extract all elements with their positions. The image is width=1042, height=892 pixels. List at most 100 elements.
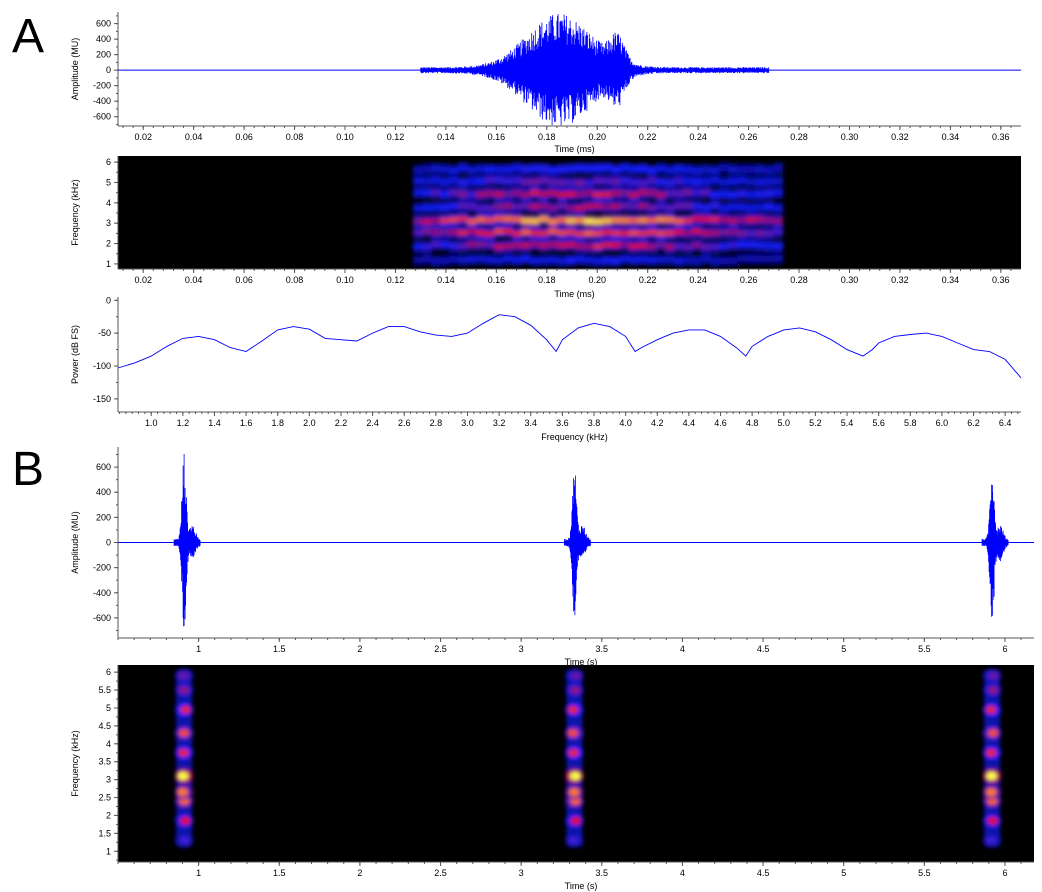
b-spectrogram-call-1 [175, 668, 194, 848]
b-spectrogram-blob-4 [569, 772, 581, 781]
a-spectrogram-y-tick-label: 4 [106, 198, 111, 208]
a-waveform-x-tick-label: 0.04 [185, 132, 203, 142]
a-spectrogram-band-6 [629, 179, 640, 186]
b-spectrogram-x-tick-label: 1.5 [273, 868, 286, 878]
a-power-spectrum-x-tick-label: 4.2 [651, 418, 664, 428]
b-spectrogram-blob-7 [179, 705, 191, 714]
a-spectrogram-y-tick-label: 6 [106, 157, 111, 167]
a-power-spectrum-x-tick-label: 5.8 [904, 418, 917, 428]
b-spectrogram-blob-0 [567, 836, 579, 845]
a-waveform-x-tick-label: 0.30 [841, 132, 859, 142]
a-power-spectrum-x-tick-label: 3.6 [556, 418, 569, 428]
b-spectrogram-x-tick-label: 3 [519, 868, 524, 878]
a-spectrogram-band-5 [566, 191, 577, 198]
b-spectrogram-blob-9 [570, 671, 582, 680]
b-spectrogram-x-axis-label: Time (s) [565, 881, 598, 891]
a-spectrogram-band-4 [719, 205, 730, 212]
a-spectrogram-band-1 [431, 241, 442, 248]
b-spectrogram-x-tick-label: 1 [196, 868, 201, 878]
a-spectrogram-band-1 [611, 241, 622, 248]
a-spectrogram-band-2 [665, 229, 676, 236]
a-power-spectrum-line [117, 314, 1022, 379]
a-spectrogram-band-5 [512, 190, 523, 197]
a-spectrogram-band-2 [503, 228, 514, 235]
b-waveform: 1 1.5 2 2.5 3 3.5 4 4.5 5 5.5 6 600 400 200 0 -200 -400 -… [70, 447, 1034, 667]
a-waveform-y-tick-label: 200 [96, 50, 111, 60]
a-spectrogram-x-tick-label: 0.36 [992, 275, 1010, 285]
a-spectrogram-band-3 [431, 217, 442, 224]
b-waveform-x-tick-label: 4.5 [757, 644, 770, 654]
a-power-spectrum-x-tick-label: 6.2 [967, 418, 980, 428]
a-spectrogram-band-6 [611, 178, 622, 185]
a-power-spectrum-x-tick-label: 1.6 [240, 418, 253, 428]
a-spectrogram-band-4 [593, 202, 604, 209]
a-spectrogram-band-0 [701, 255, 712, 262]
a-spectrogram-band-6 [431, 177, 442, 184]
a-waveform-trace [420, 14, 770, 126]
b-spectrogram-y-tick-label: 6 [106, 667, 111, 677]
a-spectrogram-band-2 [620, 230, 631, 237]
a-power-spectrum-x-tick-label: 2.0 [303, 418, 316, 428]
b-spectrogram-blob-2 [569, 797, 581, 806]
a-spectrogram-band-0 [413, 257, 424, 264]
a-spectrogram-band-2 [440, 229, 451, 236]
a-spectrogram-band-3 [683, 217, 694, 224]
a-spectrogram-band-4 [494, 203, 505, 210]
a-spectrogram-band-6 [548, 179, 559, 186]
a-spectrogram-band-1 [413, 243, 424, 250]
a-spectrogram-band-3 [647, 217, 658, 224]
a-spectrogram-band-0 [755, 255, 766, 262]
b-waveform-x-tick-label: 3.5 [596, 644, 609, 654]
a-spectrogram-band-0 [737, 255, 748, 262]
a-spectrogram-band-2 [467, 228, 478, 235]
a-spectrogram-band-3 [557, 217, 568, 224]
a-spectrogram-band-2 [701, 230, 712, 237]
a-spectrogram-band-3 [611, 217, 622, 224]
a-spectrogram-band-1 [683, 244, 694, 251]
a-spectrogram-band-0 [548, 256, 559, 263]
a-spectrogram-band-5 [521, 191, 532, 198]
b-spectrogram-x-tick-label: 4 [680, 868, 685, 878]
b-spectrogram-x-tick-label: 5.5 [918, 868, 931, 878]
a-spectrogram-band-7 [692, 167, 703, 174]
a-spectrogram-band-5 [638, 189, 649, 196]
b-spectrogram-blob-1 [987, 816, 999, 825]
a-spectrogram-band-3 [710, 216, 721, 223]
a-spectrogram-band-5 [773, 189, 784, 196]
a-spectrogram-band-1 [575, 242, 586, 249]
a-spectrogram-band-2 [629, 229, 640, 236]
b-spectrogram-blob-7 [985, 705, 997, 714]
a-spectrogram-x-tick-label: 0.20 [588, 275, 606, 285]
a-spectrogram-band-1 [449, 243, 460, 250]
a-spectrogram-band-5 [683, 189, 694, 196]
a-spectrogram-y-tick-label: 2 [106, 239, 111, 249]
a-spectrogram-band-0 [611, 257, 622, 264]
b-spectrogram-y-tick-label: 4.5 [98, 721, 111, 731]
b-spectrogram-blob-6 [567, 729, 579, 738]
a-spectrogram-x-tick-label: 0.26 [740, 275, 758, 285]
a-spectrogram-band-4 [530, 203, 541, 210]
a-spectrogram-band-7 [413, 167, 424, 174]
a-spectrogram-band-4 [467, 203, 478, 210]
a-spectrogram-band-2 [512, 230, 523, 237]
a-spectrogram-band-7 [746, 166, 757, 173]
b-spectrogram-blob-2 [178, 797, 190, 806]
a-power-spectrum-x-tick-label: 5.4 [841, 418, 854, 428]
a-waveform-y-tick-label: -200 [93, 81, 111, 91]
a-spectrogram-y-tick-label: 3 [106, 218, 111, 228]
a-spectrogram-band-6 [566, 179, 577, 186]
a-spectrogram-band-2 [422, 228, 433, 235]
a-spectrogram-band-4 [638, 202, 649, 209]
a-spectrogram-band-0 [620, 255, 631, 262]
a-spectrogram-band-4 [476, 205, 487, 212]
a-spectrogram-band-7 [557, 166, 568, 173]
a-spectrogram-band-7 [755, 166, 766, 173]
b-spectrogram-blob-0 [179, 836, 191, 845]
a-spectrogram-band-3 [665, 216, 676, 223]
b-spectrogram-blob-9 [178, 671, 190, 680]
a-spectrogram-band-1 [638, 242, 649, 249]
a-power-spectrum-x-tick-label: 5.0 [778, 418, 791, 428]
a-spectrogram-band-5 [728, 191, 739, 198]
a-power-spectrum-x-tick-label: 4.8 [746, 418, 759, 428]
a-spectrogram-band-5 [692, 189, 703, 196]
